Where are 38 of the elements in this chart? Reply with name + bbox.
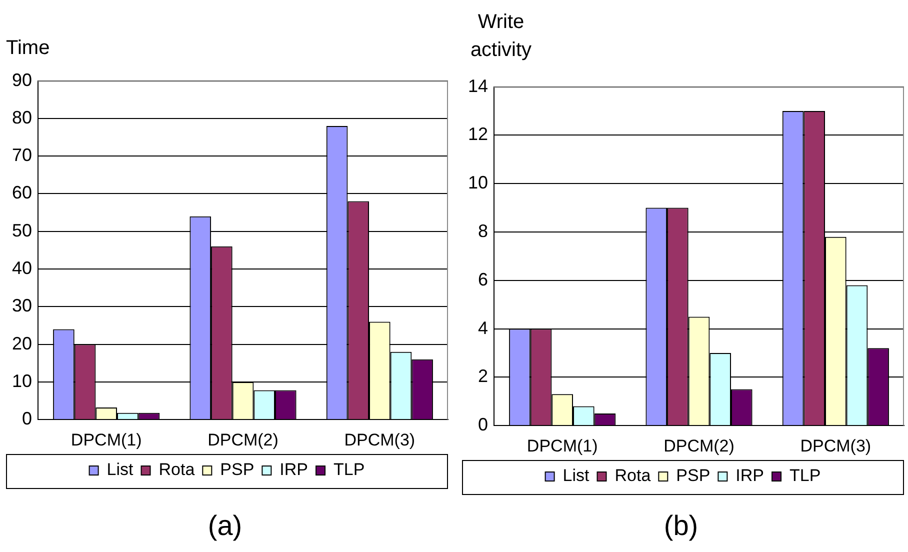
text: (a)	[206, 510, 244, 542]
legend-label: IRP	[736, 466, 764, 486]
legend-label: TLP	[334, 460, 365, 480]
x-tick-label: DPCM(1)	[70, 430, 142, 450]
y-tick-label: 30	[12, 296, 32, 316]
legend-label: List	[106, 460, 134, 480]
y-tick-label: 0	[22, 408, 32, 429]
x-tick-label: DPCM(3)	[800, 436, 872, 456]
y-tick-label: 4	[478, 318, 488, 338]
legend-label: Rota	[158, 460, 196, 480]
legend-label: IRP	[280, 460, 308, 480]
legend-label: PSP	[676, 466, 710, 486]
y-tick-label: 0	[478, 414, 488, 435]
legend-label: List	[562, 466, 590, 486]
text: (b)	[662, 510, 700, 542]
y-tick-label: 60	[12, 182, 32, 203]
y-axis-title: Time	[6, 36, 51, 61]
y-axis-title: Write activity	[469, 10, 533, 63]
legend-label: Rota	[614, 466, 652, 486]
y-tick-label: 50	[12, 220, 32, 240]
y-tick-label: 90	[12, 70, 32, 90]
x-tick-label: DPCM(3)	[344, 430, 416, 450]
y-tick-label: 10	[12, 370, 32, 391]
y-tick-label: 10	[468, 172, 488, 193]
y-tick-label: 20	[12, 333, 32, 354]
y-tick-label: 8	[478, 220, 488, 241]
x-tick-label: DPCM(2)	[664, 436, 734, 456]
legend-label: TLP	[790, 466, 821, 486]
x-tick-label: DPCM(2)	[208, 430, 278, 450]
y-tick-label: 14	[468, 76, 488, 96]
y-tick-label: 6	[478, 269, 488, 290]
y-tick-label: 70	[12, 145, 32, 166]
y-tick-label: 40	[12, 258, 32, 278]
legend-label: PSP	[220, 460, 254, 480]
x-tick-label: DPCM(1)	[526, 436, 598, 456]
y-tick-label: 2	[478, 366, 488, 386]
y-tick-label: 12	[468, 124, 488, 144]
y-tick-label: 80	[12, 107, 32, 128]
